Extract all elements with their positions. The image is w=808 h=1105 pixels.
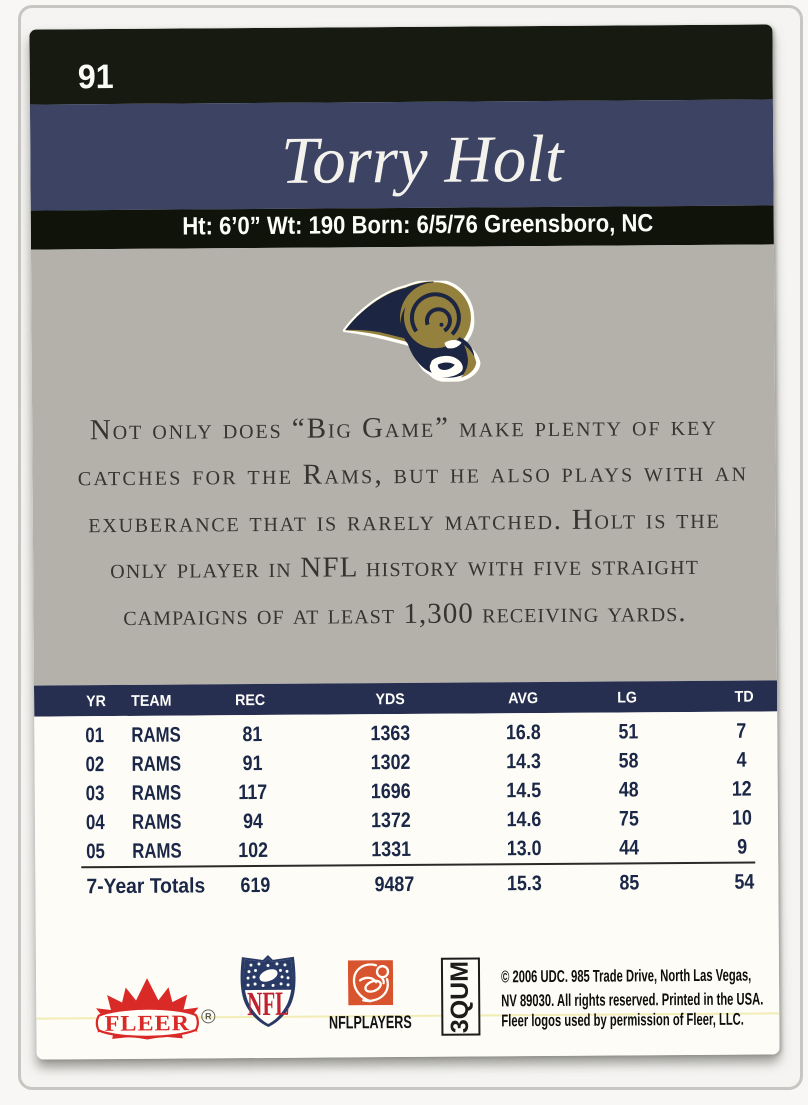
svg-text:NFL: NFL [247, 986, 289, 1023]
svg-text:FLEER: FLEER [105, 1011, 191, 1036]
